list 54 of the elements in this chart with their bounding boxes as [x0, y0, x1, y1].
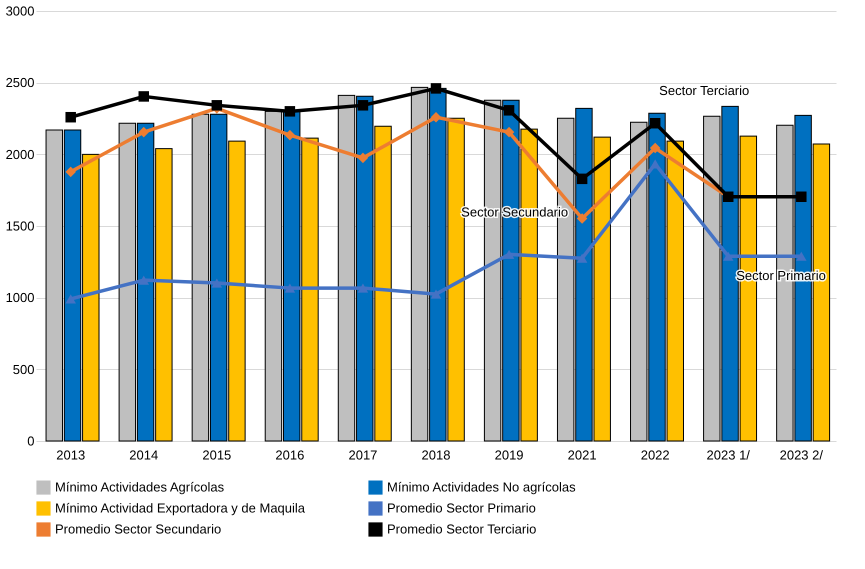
point: [65, 294, 76, 304]
point: [138, 91, 150, 102]
x-tick-label: 2021: [568, 448, 597, 462]
point: [358, 100, 368, 111]
point: [796, 252, 807, 261]
x-tick-label: 2017: [348, 448, 378, 462]
point: [212, 100, 222, 111]
legend-label: Mínimo Actividades No agrícolas: [387, 480, 576, 495]
y-tick-label: 3000: [6, 4, 34, 18]
legend-label: Mínimo Actividades Agrícolas: [55, 480, 225, 495]
point: [65, 112, 76, 122]
point: [284, 106, 296, 117]
legend-label: Promedio Sector Terciario: [387, 522, 536, 536]
point: [576, 174, 588, 184]
point: [722, 252, 734, 261]
legend-label: Mínimo Actividad Exportadora y de Maquila: [55, 500, 306, 516]
point: [138, 276, 150, 285]
y-tick-label: 1500: [6, 218, 34, 234]
point: [358, 152, 368, 164]
point: [650, 118, 660, 128]
x-tick-label: 2018: [422, 448, 450, 462]
point: [430, 290, 442, 299]
annotation: Sector Terciario: [659, 83, 750, 98]
x-tick-label: 2015: [202, 448, 232, 462]
point: [650, 159, 660, 168]
x-tick-label: 2013: [56, 448, 86, 462]
x-tick-label: 2023 1/: [706, 448, 750, 462]
point: [284, 284, 296, 293]
point: [504, 105, 514, 116]
y-tick-label: 1000: [6, 290, 34, 306]
y-tick-label: 2000: [6, 146, 34, 162]
point: [650, 142, 660, 154]
y-tick-label: 0: [27, 434, 34, 448]
point: [504, 126, 514, 138]
y-tick-label: 500: [12, 362, 34, 377]
point: [504, 250, 514, 259]
annotation: Sector Primario: [736, 268, 826, 284]
point: [576, 213, 588, 224]
point: [430, 112, 442, 122]
y-tick-label: 2500: [6, 75, 34, 90]
point: [576, 254, 588, 263]
point: [284, 130, 296, 140]
point: [65, 166, 76, 178]
x-tick-label: 2019: [494, 448, 524, 462]
point: [358, 284, 368, 293]
x-tick-label: 2022: [640, 448, 670, 462]
point: [212, 278, 222, 288]
x-tick-label: 2023 2/: [780, 448, 824, 462]
point: [430, 83, 442, 94]
point: [138, 126, 150, 138]
x-tick-label: 2016: [275, 448, 304, 462]
legend-label: Promedio Sector Primario: [387, 500, 536, 516]
x-tick-label: 2014: [129, 448, 158, 462]
legend-label: Promedio Sector Secundario: [55, 522, 222, 536]
